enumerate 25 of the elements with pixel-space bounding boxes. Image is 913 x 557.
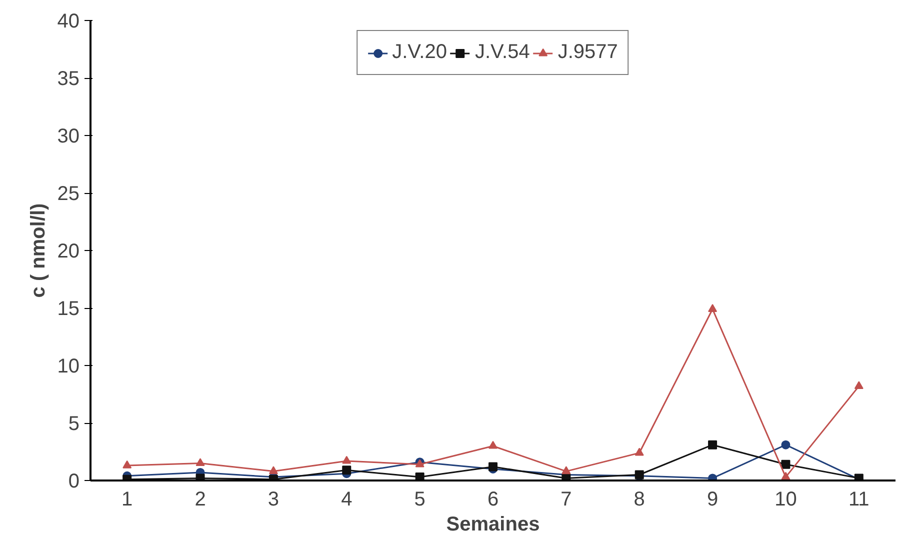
x-tick-label: 11 — [848, 488, 870, 510]
y-tick-label: 35 — [57, 68, 80, 90]
x-tick-label: 10 — [774, 488, 797, 510]
y-axis-title: c ( nmol/l) — [27, 203, 50, 298]
y-tick-label: 0 — [68, 470, 80, 492]
legend-label: J.9577 — [558, 41, 618, 64]
y-tick-label: 30 — [57, 126, 80, 148]
x-tick-label: 9 — [706, 488, 718, 510]
x-tick-label: 8 — [634, 488, 645, 510]
x-tick-label: 3 — [268, 488, 280, 510]
x-tick-label: 7 — [560, 488, 572, 510]
x-tick-label: 4 — [341, 488, 352, 510]
x-tick-label: 2 — [194, 488, 206, 510]
y-tick-label: 5 — [68, 413, 80, 435]
legend-label: J.V.54 — [474, 41, 530, 64]
x-axis-title: Semaines — [446, 514, 540, 536]
y-tick-label: 40 — [57, 10, 80, 32]
y-tick-label: 20 — [57, 240, 80, 262]
x-tick-label: 1 — [122, 488, 133, 510]
y-tick-label: 15 — [57, 298, 80, 320]
x-tick-label: 5 — [414, 488, 426, 510]
legend-label: J.V.20 — [392, 41, 447, 64]
y-tick-label: 25 — [57, 183, 80, 205]
x-tick-label: 6 — [487, 488, 499, 510]
y-tick-label: 10 — [57, 356, 80, 378]
